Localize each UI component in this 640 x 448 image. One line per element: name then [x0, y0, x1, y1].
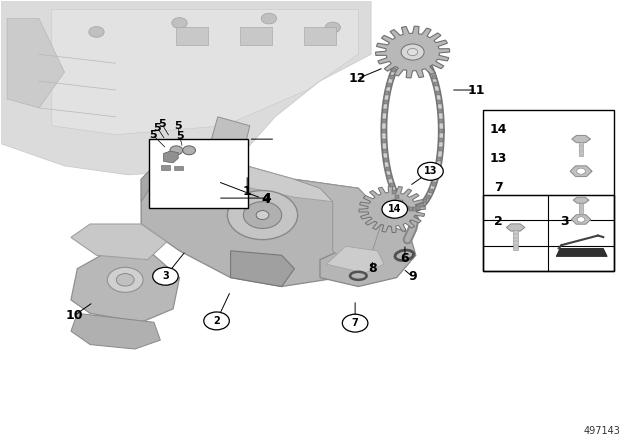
Polygon shape: [52, 9, 358, 135]
Circle shape: [172, 17, 187, 28]
Polygon shape: [294, 179, 384, 269]
Text: 2: 2: [213, 316, 220, 326]
Polygon shape: [556, 248, 607, 256]
Bar: [513, 230, 518, 250]
Circle shape: [256, 211, 269, 220]
Text: 8: 8: [368, 262, 377, 275]
Polygon shape: [71, 313, 161, 349]
Text: 11: 11: [468, 83, 485, 96]
Circle shape: [577, 168, 586, 174]
Circle shape: [182, 146, 195, 155]
Text: 5: 5: [176, 130, 183, 141]
Polygon shape: [71, 224, 167, 260]
Text: 6: 6: [401, 252, 409, 265]
Polygon shape: [359, 186, 426, 233]
Polygon shape: [572, 215, 591, 224]
Bar: [176, 27, 208, 45]
Text: 13: 13: [490, 152, 508, 165]
Text: 4: 4: [261, 193, 270, 206]
Bar: [304, 27, 336, 45]
Bar: [161, 165, 170, 169]
Polygon shape: [211, 117, 250, 152]
Circle shape: [243, 202, 282, 228]
Circle shape: [89, 26, 104, 37]
Text: 7: 7: [494, 181, 503, 194]
Text: 14: 14: [388, 204, 401, 214]
Bar: [579, 142, 583, 156]
Polygon shape: [71, 251, 179, 322]
Circle shape: [382, 200, 408, 218]
Polygon shape: [141, 139, 384, 287]
Circle shape: [408, 48, 418, 56]
Circle shape: [108, 267, 143, 293]
Bar: [150, 139, 248, 208]
Bar: [579, 202, 583, 215]
Text: 2: 2: [494, 215, 503, 228]
Polygon shape: [376, 26, 450, 78]
Text: 497143: 497143: [583, 426, 620, 436]
Text: 5: 5: [149, 129, 157, 140]
Circle shape: [401, 44, 424, 60]
Text: 4: 4: [262, 192, 271, 205]
Circle shape: [418, 162, 444, 180]
Text: 14: 14: [490, 123, 508, 136]
Text: 5: 5: [154, 123, 161, 133]
Polygon shape: [141, 139, 179, 202]
Circle shape: [325, 22, 340, 33]
Bar: [483, 110, 614, 271]
Text: 1: 1: [243, 185, 252, 198]
Polygon shape: [230, 251, 294, 287]
Text: 9: 9: [408, 270, 417, 283]
Polygon shape: [573, 197, 589, 203]
Polygon shape: [326, 246, 384, 273]
Text: 10: 10: [65, 309, 83, 322]
Text: 7: 7: [352, 318, 358, 328]
Text: 13: 13: [424, 166, 437, 177]
Polygon shape: [506, 224, 525, 231]
Circle shape: [170, 146, 182, 155]
Text: 3: 3: [560, 215, 568, 228]
Polygon shape: [570, 166, 592, 177]
Circle shape: [577, 217, 585, 222]
Circle shape: [204, 312, 229, 330]
Polygon shape: [7, 18, 65, 108]
Circle shape: [383, 203, 401, 215]
Text: 5: 5: [158, 119, 165, 129]
Polygon shape: [164, 151, 178, 163]
Polygon shape: [572, 136, 590, 142]
Circle shape: [227, 190, 298, 240]
Bar: [173, 166, 182, 170]
Polygon shape: [1, 1, 371, 175]
Circle shape: [261, 13, 276, 24]
Polygon shape: [167, 139, 371, 206]
Bar: [483, 195, 614, 271]
Circle shape: [116, 274, 134, 286]
Polygon shape: [320, 224, 416, 287]
Circle shape: [342, 314, 368, 332]
Text: 3: 3: [162, 271, 169, 281]
Circle shape: [153, 267, 178, 285]
Text: 5: 5: [175, 121, 182, 131]
Text: 12: 12: [348, 72, 366, 86]
Bar: [240, 27, 272, 45]
